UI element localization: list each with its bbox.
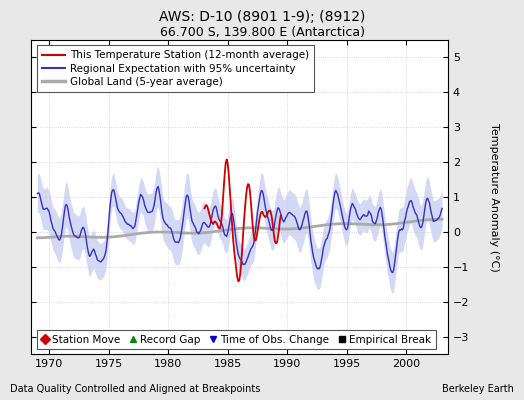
Y-axis label: Temperature Anomaly (°C): Temperature Anomaly (°C) [489, 123, 499, 271]
Legend: Station Move, Record Gap, Time of Obs. Change, Empirical Break: Station Move, Record Gap, Time of Obs. C… [37, 330, 435, 349]
Text: Data Quality Controlled and Aligned at Breakpoints: Data Quality Controlled and Aligned at B… [10, 384, 261, 394]
Text: AWS: D-10 (8901 1-9); (8912): AWS: D-10 (8901 1-9); (8912) [159, 10, 365, 24]
Text: 66.700 S, 139.800 E (Antarctica): 66.700 S, 139.800 E (Antarctica) [159, 26, 365, 39]
Text: Berkeley Earth: Berkeley Earth [442, 384, 514, 394]
